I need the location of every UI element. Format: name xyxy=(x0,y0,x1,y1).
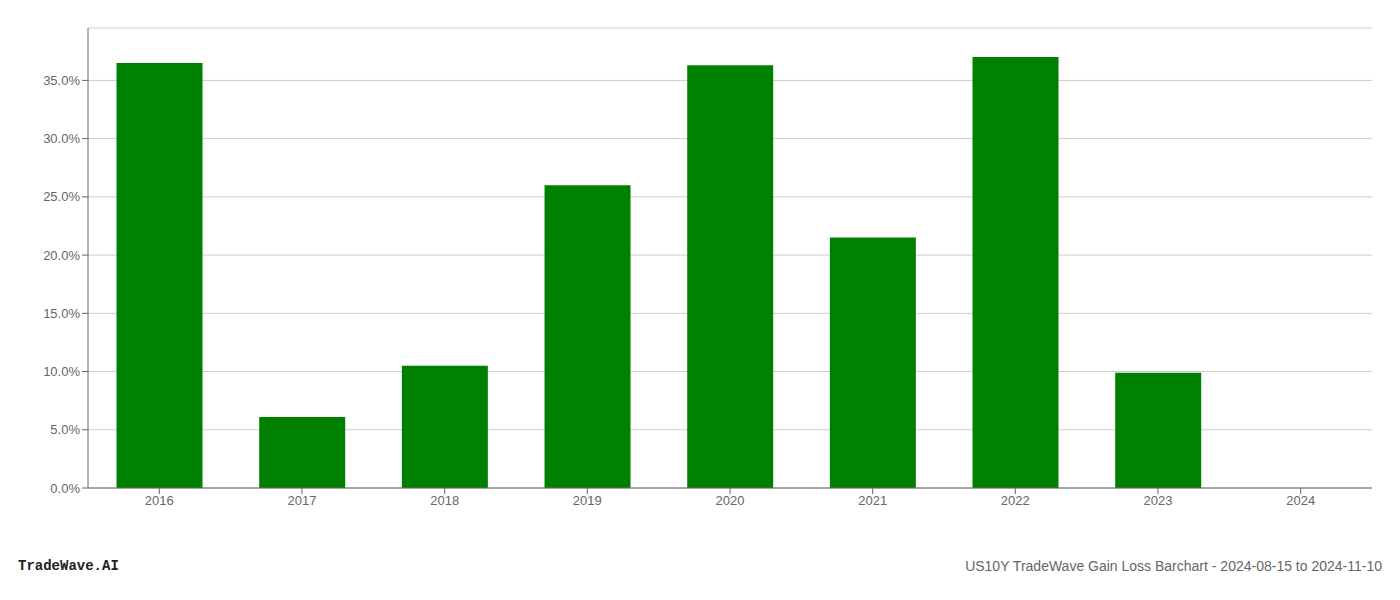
svg-text:2016: 2016 xyxy=(145,493,174,508)
svg-text:35.0%: 35.0% xyxy=(43,73,80,88)
html-text:US10Y TradeWave Gain Loss Barc: US10Y TradeWave Gain Loss Barchart - 202… xyxy=(965,558,1382,574)
svg-text:15.0%: 15.0% xyxy=(43,306,80,321)
svg-text:5.0%: 5.0% xyxy=(50,422,80,437)
svg-text:20.0%: 20.0% xyxy=(43,248,80,263)
html-text:TradeWave.AI: TradeWave.AI xyxy=(18,558,119,574)
svg-text:2019: 2019 xyxy=(573,493,602,508)
svg-text:2017: 2017 xyxy=(288,493,317,508)
svg-text:30.0%: 30.0% xyxy=(43,131,80,146)
svg-text:0.0%: 0.0% xyxy=(50,481,80,496)
svg-text:2024: 2024 xyxy=(1286,493,1315,508)
svg-text:2020: 2020 xyxy=(716,493,745,508)
svg-text:2021: 2021 xyxy=(858,493,887,508)
svg-text:10.0%: 10.0% xyxy=(43,364,80,379)
svg-text:2022: 2022 xyxy=(1001,493,1030,508)
svg-text:2023: 2023 xyxy=(1144,493,1173,508)
svg-text:2018: 2018 xyxy=(430,493,459,508)
svg-text:25.0%: 25.0% xyxy=(43,189,80,204)
